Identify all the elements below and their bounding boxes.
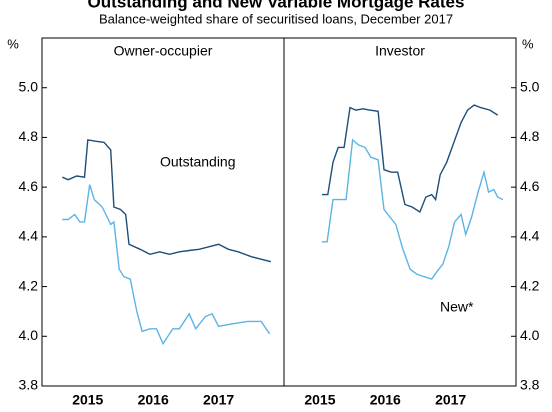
y-tick-label: 4.6: [19, 178, 39, 194]
chart-subtitle: Balance-weighted share of securitised lo…: [99, 11, 453, 26]
series-line: [321, 138, 504, 280]
y-tick-label: 4.0: [520, 327, 540, 343]
y-tick-label: 4.8: [19, 128, 39, 144]
plot-frame: [41, 37, 517, 387]
y-unit: %: [7, 36, 19, 51]
series-line: [62, 139, 272, 263]
series-line: [62, 184, 271, 346]
x-tick-label: 2017: [435, 392, 466, 408]
y-tick-label: 4.8: [520, 128, 540, 144]
y-tick-label: 3.8: [19, 377, 39, 393]
y-unit: %: [522, 36, 534, 51]
x-tick-label: 2015: [72, 392, 103, 408]
y-tick-label: 4.2: [520, 277, 540, 293]
panel-title: Owner-occupier: [114, 43, 213, 59]
y-tick-label: 4.4: [520, 228, 540, 244]
x-tick-label: 2017: [203, 392, 234, 408]
y-tick-label: 4.0: [19, 327, 39, 343]
line-annotation: Outstanding: [160, 154, 236, 170]
series-line: [321, 104, 499, 214]
x-tick-label: 2016: [370, 392, 401, 408]
y-tick-label: 4.4: [19, 228, 39, 244]
x-tick-label: 2015: [304, 392, 335, 408]
y-tick-label: 5.0: [19, 78, 39, 94]
panel-title: Investor: [375, 43, 425, 59]
y-tick-label: 4.2: [19, 277, 39, 293]
line-annotation: New*: [440, 299, 474, 315]
y-tick-label: 4.6: [520, 178, 540, 194]
y-tick-label: 5.0: [520, 78, 540, 94]
x-tick-label: 2016: [138, 392, 169, 408]
y-tick-label: 3.8: [520, 377, 540, 393]
chart-title: Outstanding and New Variable Mortgage Ra…: [88, 0, 465, 11]
